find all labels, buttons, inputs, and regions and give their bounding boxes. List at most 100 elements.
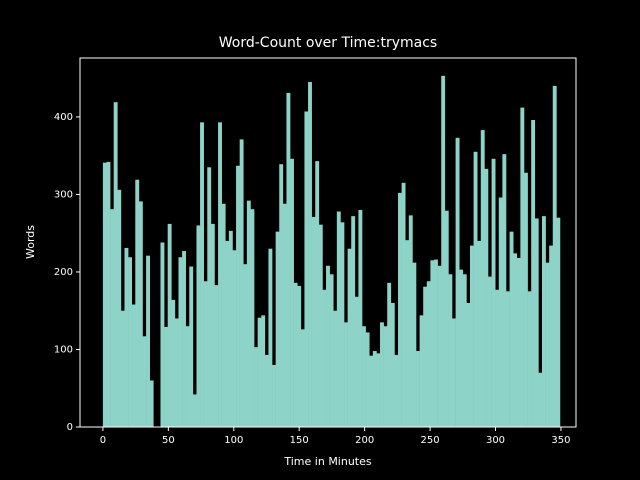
bar bbox=[380, 322, 384, 427]
bar bbox=[167, 223, 172, 427]
x-tick-label: 100 bbox=[224, 435, 243, 446]
x-axis-label: Time in Minutes bbox=[283, 455, 372, 468]
bar bbox=[131, 304, 136, 427]
bar bbox=[261, 315, 266, 427]
bar bbox=[523, 172, 528, 427]
bar bbox=[164, 326, 168, 427]
bar bbox=[376, 353, 381, 427]
bar bbox=[362, 326, 366, 427]
bar bbox=[185, 326, 190, 427]
x-tick-label: 350 bbox=[551, 435, 570, 446]
bar bbox=[221, 203, 226, 427]
bar bbox=[491, 158, 496, 427]
bar bbox=[434, 259, 438, 427]
bar bbox=[516, 258, 521, 427]
bar bbox=[218, 122, 222, 427]
bar bbox=[102, 162, 107, 427]
x-tick-label: 150 bbox=[290, 435, 309, 446]
x-tick-label: 250 bbox=[421, 435, 440, 446]
bar bbox=[264, 354, 269, 427]
bar bbox=[318, 224, 323, 427]
y-axis-label: Words bbox=[24, 225, 37, 259]
bar bbox=[412, 262, 417, 427]
bar bbox=[149, 380, 154, 427]
x-tick-label: 50 bbox=[162, 435, 175, 446]
bar bbox=[275, 231, 280, 427]
bar bbox=[128, 257, 132, 427]
bar bbox=[394, 354, 399, 427]
bar bbox=[279, 164, 284, 427]
bar bbox=[498, 197, 503, 427]
bar bbox=[192, 394, 197, 427]
bar bbox=[174, 318, 179, 427]
bar bbox=[286, 92, 291, 427]
bar bbox=[444, 210, 449, 427]
bar bbox=[243, 264, 248, 427]
bar bbox=[347, 248, 352, 427]
bar bbox=[351, 216, 356, 427]
bar bbox=[437, 265, 442, 427]
bar bbox=[232, 250, 237, 427]
y-tick-label: 200 bbox=[54, 267, 73, 278]
bar bbox=[534, 218, 539, 427]
bar bbox=[254, 347, 258, 427]
bar bbox=[322, 289, 327, 427]
bar bbox=[340, 222, 345, 427]
bar bbox=[477, 240, 482, 427]
bar bbox=[333, 310, 338, 427]
bar bbox=[383, 326, 388, 427]
bar bbox=[146, 255, 150, 427]
bar bbox=[120, 310, 125, 427]
bar bbox=[171, 299, 176, 427]
y-tick-label: 0 bbox=[67, 422, 73, 433]
bar bbox=[326, 265, 330, 427]
bar bbox=[541, 216, 546, 427]
bar bbox=[203, 281, 208, 427]
bar bbox=[200, 122, 204, 427]
bar bbox=[416, 351, 420, 427]
bar bbox=[117, 189, 122, 427]
bar bbox=[426, 281, 431, 427]
bar bbox=[502, 154, 507, 428]
bar bbox=[552, 85, 557, 427]
bar bbox=[441, 75, 446, 427]
bar bbox=[459, 269, 464, 427]
bar bbox=[135, 179, 140, 427]
bar bbox=[189, 266, 194, 427]
bar bbox=[210, 223, 215, 427]
bar bbox=[106, 161, 111, 427]
bar bbox=[124, 247, 129, 427]
bar bbox=[250, 209, 255, 427]
bar bbox=[531, 120, 536, 427]
bar bbox=[207, 167, 212, 427]
bar bbox=[300, 329, 305, 427]
bar bbox=[369, 355, 374, 427]
bar bbox=[246, 200, 251, 427]
x-tick-label: 300 bbox=[486, 435, 505, 446]
bar bbox=[469, 245, 474, 427]
bar bbox=[423, 286, 428, 427]
y-tick-label: 300 bbox=[54, 189, 73, 200]
bar bbox=[452, 318, 456, 427]
bar bbox=[142, 336, 147, 427]
bar bbox=[549, 245, 554, 427]
bar bbox=[372, 351, 377, 427]
bar bbox=[527, 291, 532, 427]
bar bbox=[268, 248, 273, 427]
bar bbox=[401, 182, 406, 427]
bar bbox=[398, 192, 402, 427]
bar bbox=[419, 315, 424, 427]
bar bbox=[520, 107, 525, 427]
bar bbox=[365, 332, 370, 427]
bar bbox=[430, 260, 435, 427]
bar bbox=[390, 302, 395, 427]
bar bbox=[257, 317, 262, 427]
bar bbox=[358, 209, 363, 427]
y-tick-label: 400 bbox=[54, 112, 73, 123]
x-tick-label: 200 bbox=[355, 435, 374, 446]
bar bbox=[462, 274, 467, 427]
x-tick-label: 0 bbox=[100, 435, 106, 446]
bar bbox=[297, 285, 302, 427]
chart-title: Word-Count over Time:trymacs bbox=[219, 35, 437, 51]
